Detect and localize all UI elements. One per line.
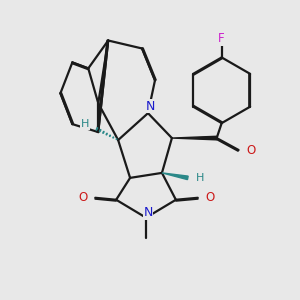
Text: O: O [205, 191, 214, 204]
Text: O: O [79, 191, 88, 204]
Polygon shape [162, 173, 188, 180]
Text: H: H [196, 173, 204, 183]
Text: N: N [145, 100, 155, 113]
Text: N: N [143, 206, 153, 219]
Text: O: O [246, 143, 255, 157]
Polygon shape [172, 136, 217, 140]
Text: F: F [218, 32, 225, 45]
Text: H: H [81, 119, 89, 129]
